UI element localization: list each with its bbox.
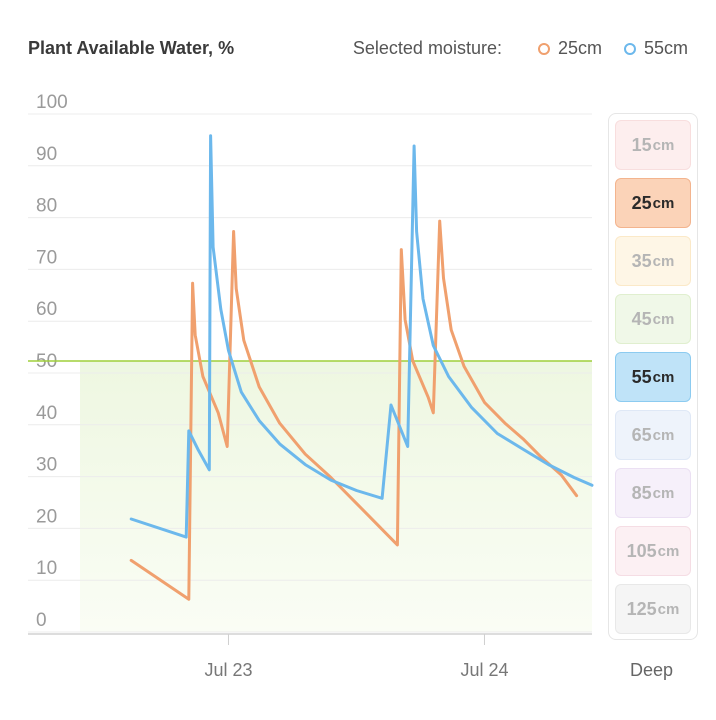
y-tick-label: 20 xyxy=(36,506,57,527)
depth-value: 125 xyxy=(626,598,657,619)
depth-button-125cm[interactable]: 125 cm xyxy=(615,584,691,634)
depth-button-105cm[interactable]: 105 cm xyxy=(615,526,691,576)
depth-button-45cm[interactable]: 45 cm xyxy=(615,294,691,344)
y-tick-label: 70 xyxy=(36,247,57,268)
legend-marker-icon xyxy=(623,42,636,55)
legend-item-label: 25cm xyxy=(557,38,602,58)
x-tick-label: Jul 23 xyxy=(204,660,252,680)
depth-value: 105 xyxy=(626,540,657,561)
depth-button-35cm[interactable]: 35 cm xyxy=(615,236,691,286)
depth-button-85cm[interactable]: 85 cm xyxy=(615,468,691,518)
legend: Selected moisture: 25cm 55cm xyxy=(353,38,688,59)
depth-unit: cm xyxy=(657,600,680,618)
depth-unit: cm xyxy=(652,310,675,328)
depth-button-55cm[interactable]: 55 cm xyxy=(615,352,691,402)
series-line-55cm xyxy=(129,134,594,539)
depth-unit: cm xyxy=(652,252,675,270)
depth-selector: 15 cm 25 cm 35 cm 45 cm 55 cm 65 cm 85 cm 105 cm 125 cm xyxy=(608,113,698,640)
depth-unit: cm xyxy=(652,426,675,444)
y-tick-label: 30 xyxy=(36,455,57,476)
y-tick-label: 60 xyxy=(36,299,57,320)
depth-button-15cm[interactable]: 15 cm xyxy=(615,120,691,170)
depth-value: 25 xyxy=(631,192,652,213)
legend-item-label: 55cm xyxy=(643,38,688,58)
depth-value: 35 xyxy=(631,250,652,271)
chart-title: Plant Available Water, % xyxy=(28,38,235,58)
depth-unit: cm xyxy=(657,542,680,560)
depth-unit: cm xyxy=(652,136,675,154)
depth-unit: cm xyxy=(652,368,675,386)
legend-item-55cm[interactable]: 55cm xyxy=(623,38,688,59)
y-tick-label: 0 xyxy=(36,610,47,631)
series-line-25cm xyxy=(129,219,579,601)
y-tick-label: 40 xyxy=(36,403,57,424)
depth-value: 85 xyxy=(631,482,652,503)
legend-marker-icon xyxy=(537,42,550,55)
depth-value: 45 xyxy=(631,308,652,329)
depth-button-25cm[interactable]: 25 cm xyxy=(615,178,691,228)
depth-unit: cm xyxy=(652,484,675,502)
depth-value: 15 xyxy=(631,134,652,155)
depth-button-65cm[interactable]: 65 cm xyxy=(615,410,691,460)
x-tick-label: Jul 24 xyxy=(460,660,508,680)
y-tick-label: 80 xyxy=(36,196,57,217)
y-tick-label: 90 xyxy=(36,144,57,165)
depth-value: 55 xyxy=(631,366,652,387)
y-tick-label: 100 xyxy=(36,92,68,113)
depth-value: 65 xyxy=(631,424,652,445)
deep-label: Deep xyxy=(630,660,674,680)
optimal-zone xyxy=(80,361,592,632)
legend-item-25cm[interactable]: 25cm xyxy=(537,38,602,59)
y-tick-label: 10 xyxy=(36,558,57,579)
depth-unit: cm xyxy=(652,194,675,212)
legend-label: Selected moisture: xyxy=(352,38,502,58)
